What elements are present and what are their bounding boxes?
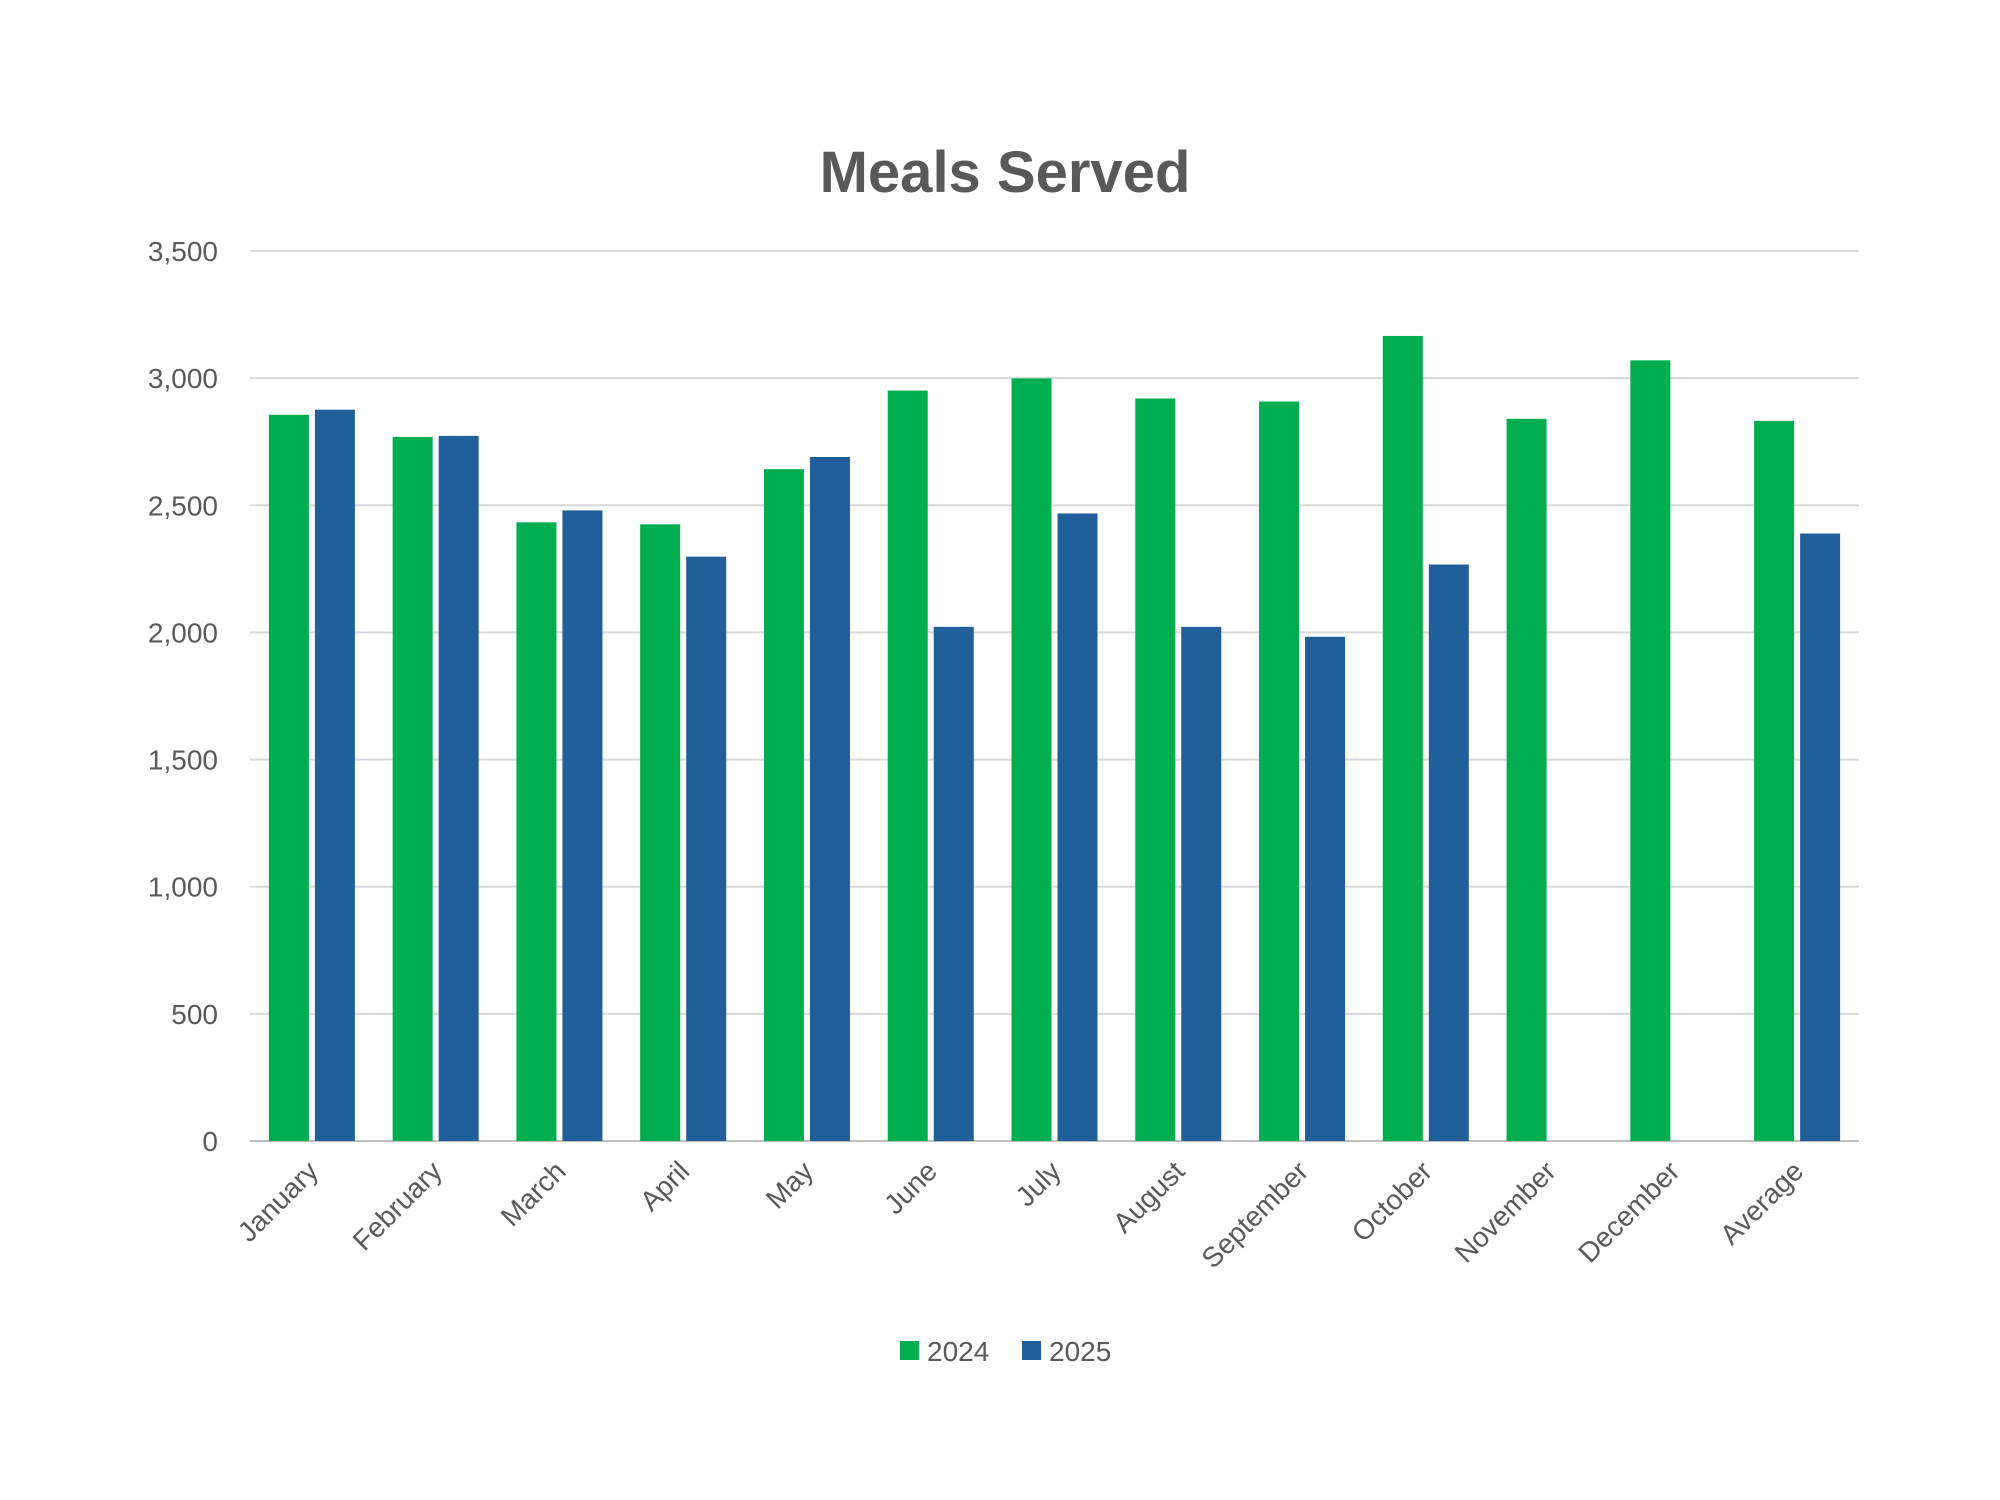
y-axis: 0 500 1,000 1,500 2,000 2,500 3,000 3,500 (148, 236, 218, 1157)
gridlines (250, 250, 1859, 1142)
bar-2025-october (1428, 564, 1469, 1141)
y-tick-label: 1,000 (148, 872, 218, 903)
bar-2025-march (562, 510, 603, 1141)
x-tick-label: January (232, 1155, 324, 1247)
legend-swatch-2025 (1022, 1341, 1041, 1360)
bars (268, 335, 1841, 1142)
x-tick-label: December (1572, 1155, 1685, 1268)
legend-swatch-2024 (900, 1341, 919, 1360)
y-tick-label: 3,000 (148, 363, 218, 394)
y-tick-label: 3,500 (148, 236, 218, 267)
x-tick-label: March (495, 1155, 572, 1232)
bar-2024-february (392, 436, 433, 1142)
bar-2024-november (1506, 418, 1547, 1141)
legend: 2024 2025 (900, 1336, 1111, 1367)
bar-2025-january (314, 409, 355, 1141)
x-tick-label: October (1346, 1155, 1438, 1247)
y-tick-label: 0 (202, 1126, 218, 1157)
bar-2025-july (1057, 513, 1098, 1141)
bar-2024-june (887, 390, 928, 1141)
y-tick-label: 500 (171, 999, 218, 1030)
chart-title: Meals Served (820, 140, 1191, 205)
bar-2024-july (1011, 378, 1052, 1141)
x-tick-label: Average (1714, 1155, 1809, 1250)
bar-2025-may (809, 456, 850, 1141)
bar-2025-august (1181, 626, 1222, 1141)
legend-label: 2024 (927, 1336, 989, 1367)
bar-2024-october (1382, 335, 1423, 1142)
x-tick-label: July (1010, 1155, 1067, 1212)
x-tick-label: September (1196, 1155, 1315, 1274)
bar-2024-september (1259, 401, 1300, 1142)
bar-2024-december (1630, 360, 1671, 1141)
bar-2025-june (933, 626, 974, 1141)
y-tick-label: 1,500 (148, 745, 218, 776)
x-tick-label: June (878, 1155, 943, 1220)
x-tick-label: April (634, 1155, 696, 1217)
bar-2025-april (686, 556, 727, 1141)
bar-2024-august (1135, 398, 1176, 1141)
bar-2024-average (1754, 420, 1795, 1141)
bar-2025-february (438, 435, 479, 1141)
bar-2024-january (268, 414, 309, 1141)
x-axis: January February March April May June July Augu… (232, 1155, 1810, 1274)
bar-2025-average (1800, 533, 1841, 1141)
bar-2024-may (763, 469, 804, 1142)
bar-2025-september (1305, 636, 1346, 1141)
y-tick-label: 2,000 (148, 617, 218, 648)
legend-label: 2025 (1049, 1336, 1111, 1367)
bar-2024-march (516, 522, 557, 1141)
x-tick-label: February (347, 1155, 448, 1256)
x-tick-label: May (760, 1155, 819, 1214)
bar-2024-april (640, 524, 681, 1141)
y-tick-label: 2,500 (148, 490, 218, 521)
x-tick-label: November (1449, 1155, 1562, 1268)
x-tick-label: August (1107, 1155, 1191, 1239)
